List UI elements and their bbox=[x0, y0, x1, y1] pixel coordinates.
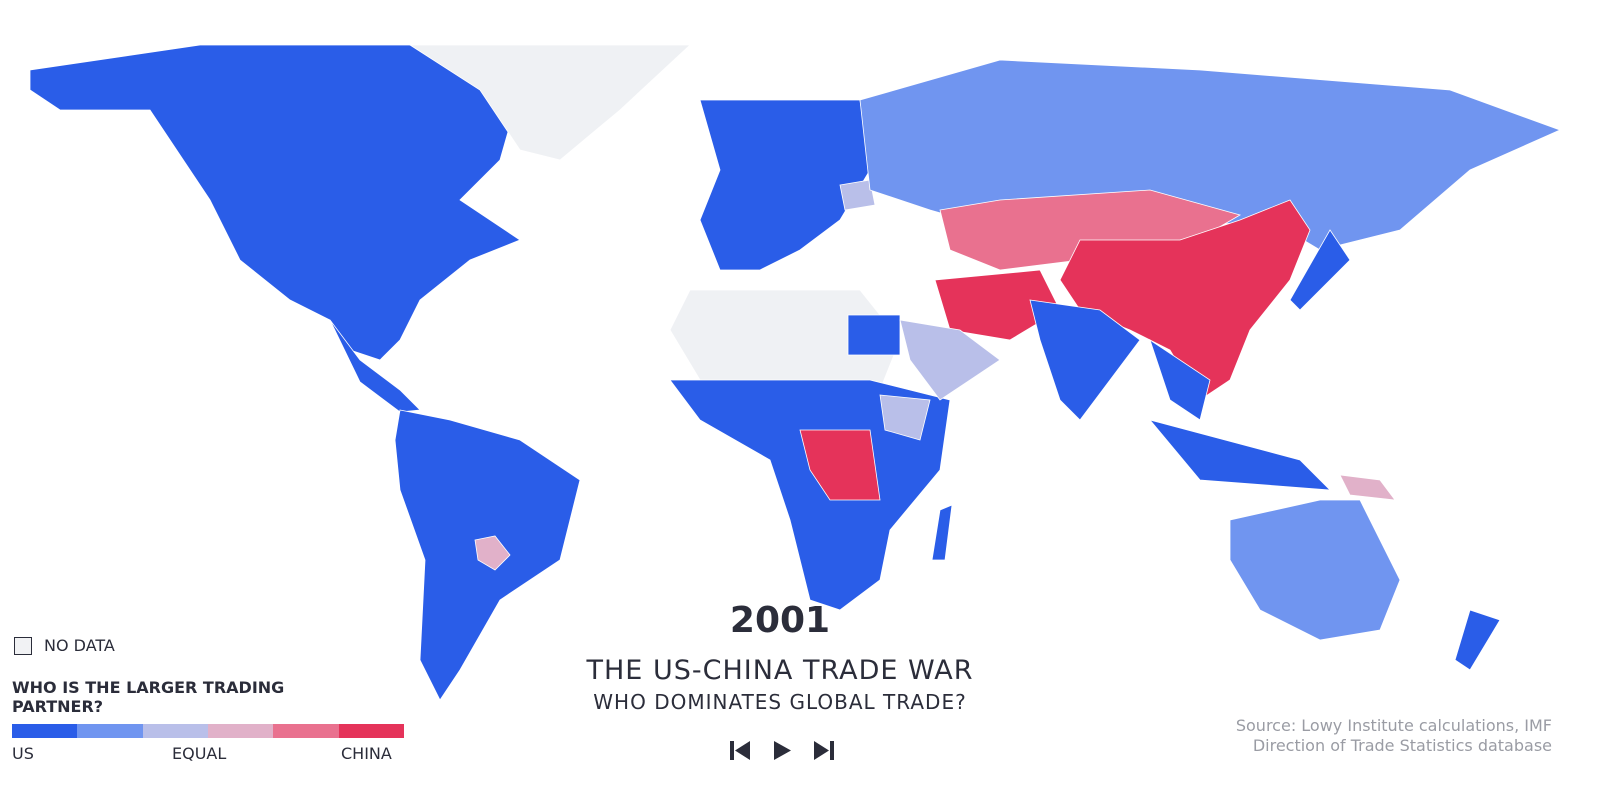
legend-label: US bbox=[12, 744, 34, 763]
play-button[interactable] bbox=[774, 741, 791, 760]
belarus bbox=[839, 179, 876, 211]
central-america bbox=[329, 319, 421, 413]
new-zealand bbox=[1454, 609, 1501, 671]
skip-back-button[interactable] bbox=[730, 741, 750, 760]
skip-forward-button[interactable] bbox=[814, 741, 834, 760]
legend-swatch bbox=[207, 724, 274, 738]
greenland bbox=[408, 44, 692, 161]
iran-afghanistan bbox=[934, 269, 1061, 341]
no-data-label: NO DATA bbox=[44, 636, 115, 655]
paraguay bbox=[474, 535, 511, 571]
madagascar bbox=[931, 504, 953, 561]
legend-label: CHINA bbox=[341, 744, 392, 763]
japan bbox=[1289, 229, 1351, 311]
arabia bbox=[899, 319, 1001, 401]
source-line: Source: Lowy Institute calculations, IMF bbox=[1235, 716, 1552, 735]
legend-label: EQUAL bbox=[172, 744, 227, 763]
title: THE US-CHINA TRADE WAR bbox=[586, 655, 974, 686]
no-data-swatch bbox=[14, 637, 32, 655]
africa bbox=[669, 379, 951, 611]
egypt bbox=[847, 314, 901, 356]
legend-swatch bbox=[338, 724, 404, 738]
australia bbox=[1229, 499, 1401, 641]
papua bbox=[1339, 474, 1396, 501]
year: 2001 bbox=[729, 600, 831, 641]
source: Source: Lowy Institute calculations, IMF… bbox=[1236, 716, 1552, 756]
source-line: Direction of Trade Statistics database bbox=[1252, 736, 1552, 755]
north-america bbox=[29, 44, 521, 361]
legend-swatch bbox=[273, 724, 339, 738]
southeast-asia bbox=[1149, 339, 1211, 421]
indonesia bbox=[1148, 419, 1332, 491]
east-africa bbox=[879, 394, 931, 441]
legend-scale bbox=[12, 724, 404, 738]
playback-controls bbox=[730, 741, 834, 760]
legend-title: WHO IS THE LARGER TRADING PARTNER? bbox=[12, 678, 285, 716]
legend-swatch bbox=[142, 724, 208, 738]
drc bbox=[799, 429, 881, 501]
legend-swatch bbox=[77, 724, 143, 738]
subtitle: WHO DOMINATES GLOBAL TRADE? bbox=[593, 690, 967, 714]
india bbox=[1029, 299, 1141, 421]
legend-swatch bbox=[12, 724, 78, 738]
